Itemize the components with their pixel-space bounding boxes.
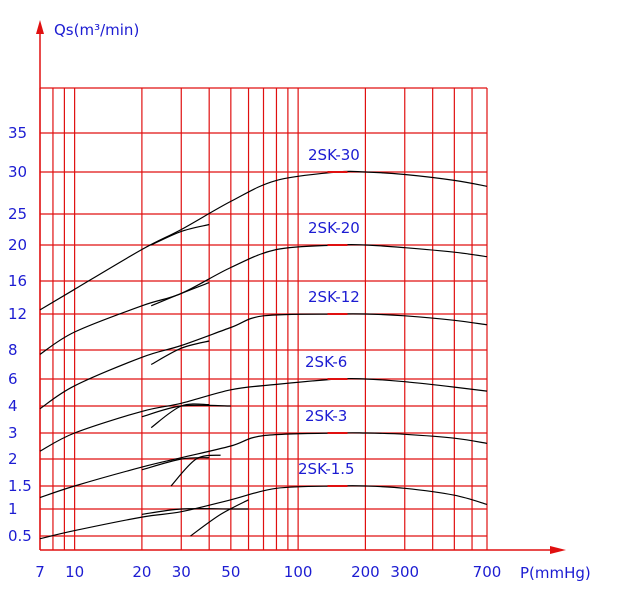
flat-tail-segment (141, 508, 249, 515)
y-tick-label: 16 (8, 272, 27, 290)
overlap-segment (150, 340, 210, 366)
y-tick-label: 6 (8, 370, 18, 388)
overlap-segment (170, 454, 221, 487)
series-label-2sk-1-5: 2SK-1.5 (298, 460, 355, 478)
y-tick-label: 35 (8, 124, 27, 142)
curves-layer: 2SK-30 2SK-20 2SK-12 2SK-6 2SK-3 2SK-1.5 (39, 146, 488, 540)
y-tick-label: 8 (8, 341, 18, 359)
y-tick-label: 1 (8, 500, 18, 518)
x-tick-label: 200 (351, 563, 380, 581)
x-tick-label: 7 (35, 563, 45, 581)
series-curve-2sk-12 (39, 313, 488, 410)
y-tick-label: 1.5 (8, 477, 32, 495)
y-tick-label: 0.5 (8, 527, 32, 545)
series-label-2sk-3: 2SK-3 (305, 407, 347, 425)
y-axis-arrow (36, 20, 44, 34)
x-tick-label: 20 (132, 563, 151, 581)
x-tick-label: 10 (65, 563, 84, 581)
y-tick-label: 25 (8, 205, 27, 223)
y-tick-label: 12 (8, 305, 27, 323)
series-curve-2sk-3 (39, 432, 488, 499)
series-label-2sk-30: 2SK-30 (308, 146, 360, 164)
flat-tail-segment (141, 404, 231, 418)
x-tick-label: 100 (284, 563, 313, 581)
x-tick-label: 30 (172, 563, 191, 581)
series-label-2sk-20: 2SK-20 (308, 219, 360, 237)
x-tick-label: 300 (390, 563, 419, 581)
y-tick-label: 2 (8, 450, 18, 468)
flat-tail-segment (141, 457, 210, 471)
overlap-segment (150, 223, 210, 246)
series-label-2sk-12: 2SK-12 (308, 288, 360, 306)
y-tick-label: 4 (8, 397, 18, 415)
x-tick-label: 700 (473, 563, 502, 581)
series-curve-2sk-30 (39, 170, 488, 311)
y-tick-label: 3 (8, 424, 18, 442)
series-label-2sk-6: 2SK-6 (305, 353, 347, 371)
overlap-segment (150, 282, 210, 307)
series-curve-2sk-1-5 (39, 485, 488, 540)
grid-layer (39, 87, 488, 550)
ticks-layer: 7 10 20 30 50 100 200 300 700 0.5 1 1.5 2 3 4 6 8 12 16 20 2… (8, 124, 501, 581)
x-axis-arrow (550, 546, 566, 554)
y-axis-title: Qs(m³/min) (54, 21, 139, 39)
series-curve-2sk-20 (39, 243, 488, 355)
series-curve-2sk-6 (39, 377, 488, 452)
x-tick-label: 50 (221, 563, 240, 581)
y-tick-label: 20 (8, 236, 27, 254)
x-axis-title: P(mmHg) (520, 564, 591, 582)
axes-layer (36, 20, 566, 554)
overlap-segment (190, 499, 249, 537)
y-tick-label: 30 (8, 163, 27, 181)
